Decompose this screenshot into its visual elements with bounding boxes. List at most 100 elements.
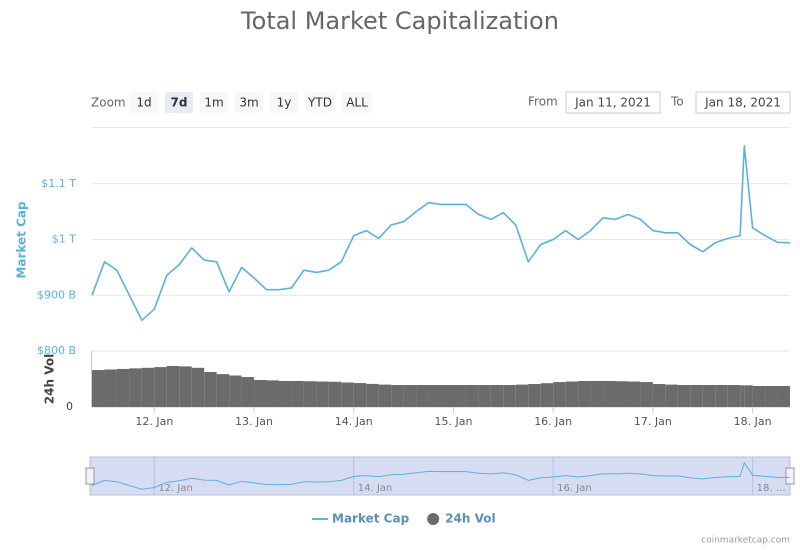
from-label: From <box>528 95 558 109</box>
volume-bar <box>652 384 666 407</box>
volume-bar <box>665 384 678 407</box>
y2-axis-title: 24h Vol <box>43 354 57 404</box>
to-label: To <box>670 95 684 109</box>
y-tick-label: $1.1 T <box>41 177 76 190</box>
x-tick-label: 17. Jan <box>634 415 672 428</box>
legend-symbol[interactable] <box>427 513 440 525</box>
volume-bar <box>278 380 292 407</box>
legend-label[interactable]: Market Cap <box>332 512 410 526</box>
volume-bar <box>765 386 778 407</box>
volume-bar <box>403 385 417 407</box>
volume-bar <box>690 385 703 407</box>
zoom-button-label: YTD <box>307 96 332 110</box>
volume-bar <box>503 385 516 407</box>
zoom-button-label: 1y <box>277 96 292 110</box>
volume-bar <box>744 385 753 407</box>
volume-bar <box>328 381 342 407</box>
volume-bar <box>92 370 105 407</box>
volume-bar <box>441 385 454 407</box>
volume-bar <box>465 385 479 407</box>
volume-bar <box>254 379 267 407</box>
volume-bar <box>627 381 641 407</box>
from-value: Jan 11, 2021 <box>574 96 651 110</box>
zoom-button[interactable] <box>200 92 228 113</box>
volume-bar <box>715 385 728 407</box>
volume-bar <box>104 369 117 407</box>
volume-bar <box>154 367 167 407</box>
volume-bar <box>740 385 745 407</box>
volume-bar <box>565 381 579 407</box>
zoom-button-label: ALL <box>346 96 368 110</box>
volume-bar <box>166 365 180 407</box>
y-axis-title: Market Cap <box>15 201 29 279</box>
volume-bar <box>490 385 504 407</box>
volume-bar <box>677 385 691 407</box>
y-tick-label: $800 B <box>37 344 76 357</box>
from-input[interactable] <box>565 91 661 114</box>
volume-bar <box>590 380 604 407</box>
volume-bar <box>191 367 205 407</box>
navigator-handle[interactable] <box>785 467 795 485</box>
volume-bar <box>391 385 404 407</box>
zoom-button[interactable] <box>270 92 298 113</box>
volume-bar <box>303 381 317 407</box>
volume-bar <box>229 375 242 407</box>
zoom-button[interactable] <box>165 92 193 113</box>
volume-bar <box>116 368 130 407</box>
volume-bar <box>515 384 529 407</box>
navigator-label: 18. … <box>757 483 786 494</box>
volume-bar <box>378 384 392 407</box>
zoom-button[interactable] <box>342 92 372 113</box>
volume-bar <box>528 384 541 407</box>
y2-tick-label: 0 <box>66 400 73 413</box>
volume-bar <box>353 383 367 407</box>
zoom-button-label: 1m <box>204 96 223 110</box>
volume-bar <box>291 380 304 407</box>
volume-bar <box>615 381 628 407</box>
x-tick-label: 12. Jan <box>135 415 173 428</box>
volume-bar <box>428 385 441 407</box>
to-value: Jan 18, 2021 <box>704 96 781 110</box>
navigator[interactable] <box>89 456 791 496</box>
to-input[interactable] <box>695 91 791 114</box>
volume-bar <box>603 380 616 407</box>
volume-bar <box>179 366 192 407</box>
zoom-button[interactable] <box>305 92 335 113</box>
y-tick-label: $900 B <box>37 288 76 301</box>
navigator-label: 14. Jan <box>358 483 393 494</box>
volume-bar <box>777 386 790 407</box>
zoom-button[interactable] <box>130 92 158 113</box>
chart-title: Total Market Capitalization <box>240 7 559 35</box>
volume-bar <box>752 386 766 407</box>
volume-bar <box>204 372 217 407</box>
volume-bar <box>266 380 279 407</box>
volume-bar <box>553 382 566 407</box>
credit: coinmarketcap.com <box>701 536 790 546</box>
legend-label[interactable]: 24h Vol <box>445 512 495 526</box>
volume-bar <box>129 368 142 407</box>
volume-bar <box>478 385 491 407</box>
x-tick-label: 13. Jan <box>235 415 273 428</box>
zoom-button-label: 7d <box>171 96 188 110</box>
volume-bar <box>578 380 591 407</box>
volume-bar <box>366 383 379 407</box>
navigator-handle[interactable] <box>85 467 95 485</box>
x-tick-label: 18. Jan <box>734 415 772 428</box>
zoom-button-label: 1d <box>136 96 151 110</box>
zoom-button-label: 3m <box>239 96 258 110</box>
volume-bar <box>341 382 354 407</box>
zoom-label: Zoom <box>91 96 126 110</box>
x-tick-label: 14. Jan <box>335 415 373 428</box>
x-tick-label: 15. Jan <box>434 415 472 428</box>
volume-bar <box>141 367 155 407</box>
x-tick-label: 16. Jan <box>534 415 572 428</box>
volume-bar <box>241 377 255 407</box>
volume-bar <box>416 385 429 407</box>
market-cap-line <box>91 145 791 322</box>
navigator-label: 12. Jan <box>158 483 193 494</box>
y-tick-label: $1 T <box>52 233 76 246</box>
navigator-line <box>91 462 791 490</box>
navigator-label: 16. Jan <box>557 483 592 494</box>
zoom-button[interactable] <box>235 92 263 113</box>
